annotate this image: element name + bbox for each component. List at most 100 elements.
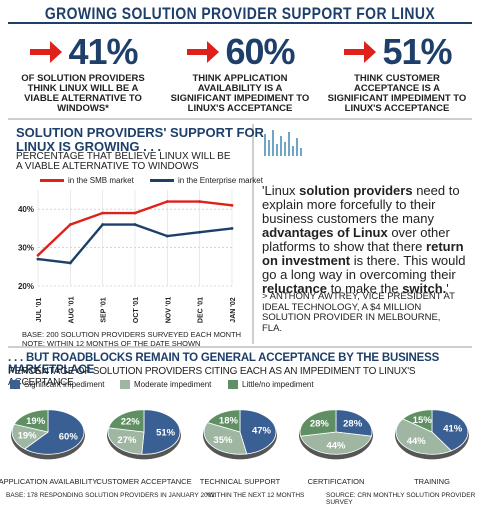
data-point: [198, 230, 202, 234]
pie-slice: [206, 409, 241, 433]
pie-charts: 60% 19% 19% APPLICATION AVAILABILITY 51% 27% 2…: [0, 409, 469, 486]
pie-slice: [11, 423, 49, 450]
arrow-right-icon: [30, 41, 63, 63]
y-tick-label: 40%: [18, 205, 34, 214]
x-tick-label: DEC '01: [198, 297, 205, 323]
pie-chart: 47% 35% 18% TECHNICAL SUPPORT: [200, 409, 281, 486]
column-divider: [252, 124, 254, 344]
pie-legend-significant: Significant impediment: [10, 380, 104, 389]
data-point: [68, 261, 72, 265]
data-point: [165, 200, 169, 203]
legend-label: Significant impediment: [24, 380, 105, 389]
header-rule: [8, 22, 472, 24]
pie-chart: 41% 44% 15% TRAINING: [395, 409, 469, 486]
line-chart-title: SOLUTION PROVIDERS' SUPPORT FOR LINUX IS…: [16, 125, 264, 154]
legend-smb: in the SMB market: [40, 176, 134, 185]
quote-attribution: > ANTHONY AWTREY, VICE PRESIDENT AT IDEA…: [262, 291, 455, 334]
pie-slice-label: 41%: [443, 423, 463, 434]
footer-source: SOURCE: CRN MONTHLY SOLUTION PROVIDER SU…: [326, 492, 476, 506]
pie-slice: [239, 409, 277, 455]
data-point: [230, 227, 234, 230]
roadblocks-subtitle: PERCENTAGE OF SOLUTION PROVIDERS CITING …: [8, 366, 416, 388]
pie-slice: [203, 422, 248, 455]
line-chart: 20% 30% 40% JUL '01 AUG '01 SEP '01 OCT '01 NOV…: [18, 190, 237, 324]
quote-text: 'Linux solution providers need to explai…: [262, 183, 466, 296]
pie-title: TECHNICAL SUPPORT: [200, 477, 281, 486]
stat-value: 60%: [225, 31, 295, 72]
pie-slice: [335, 409, 373, 437]
footer-footnote: *WITHIN THE NEXT 12 MONTHS: [206, 492, 305, 499]
pie-title: CERTIFICATION: [308, 477, 365, 486]
pie-slice-label: 51%: [156, 427, 176, 438]
data-point: [133, 223, 137, 226]
y-tick-label: 30%: [18, 244, 34, 253]
legend-enterprise: in the Enterprise market: [150, 176, 263, 185]
legend-label: in the SMB market: [68, 176, 134, 185]
page-title: GROWING SOLUTION PROVIDER SUPPORT FOR LI…: [44, 4, 436, 23]
pie-slice-label: 44%: [407, 436, 427, 447]
pie-chart: 51% 27% 22% CUSTOMER ACCEPTANCE: [96, 409, 192, 486]
pie-slice-label: 15%: [413, 415, 433, 426]
legend-swatch-smb: [40, 179, 64, 182]
pie-slice-label: 22%: [121, 417, 141, 428]
stat-caption: THINK APPLICATION AVAILABILITY IS A SIGN…: [170, 73, 310, 114]
data-point: [198, 200, 202, 203]
pie-slice: [300, 431, 372, 455]
pie-slice: [107, 427, 145, 455]
data-point: [36, 257, 40, 261]
x-tick-label: SEP '01: [101, 297, 108, 322]
x-tick-label: OCT '01: [133, 297, 140, 323]
pie-slice: [402, 409, 433, 433]
x-tick-label: AUG '01: [68, 296, 75, 323]
pie-slice-label: 28%: [343, 418, 363, 429]
legend-swatch-moderate: [120, 380, 130, 389]
arrow-right-icon: [344, 41, 377, 63]
pie-slice-label: 35%: [213, 435, 233, 446]
data-point: [133, 211, 137, 215]
pie-title: CUSTOMER ACCEPTANCE: [96, 477, 191, 486]
pie-slice: [395, 418, 453, 455]
y-tick-label: 20%: [18, 282, 34, 291]
footer-base: BASE: 178 RESPONDING SOLUTION PROVIDERS …: [6, 492, 215, 499]
section-divider: [8, 118, 472, 120]
data-point: [101, 211, 105, 215]
stat-value: 41%: [68, 31, 138, 72]
legend-label: in the Enterprise market: [178, 176, 263, 185]
pie-slice-label: 44%: [326, 440, 346, 451]
pie-slice-label: 47%: [252, 426, 272, 437]
data-point: [68, 223, 72, 226]
legend-label: Little/no impediment: [242, 380, 314, 389]
pie-slice: [13, 409, 49, 433]
pie-slice: [141, 409, 181, 455]
pie-legend-moderate: Moderate impediment: [120, 380, 211, 389]
data-point: [101, 223, 105, 226]
pie-title: APPLICATION AVAILABILITY: [0, 477, 97, 486]
pie-slice-label: 60%: [59, 432, 79, 443]
x-tick-label: JUL '01: [36, 298, 43, 323]
pie-slice-label: 19%: [26, 416, 46, 427]
stat-caption: OF SOLUTION PROVIDERS THINK LINUX WILL B…: [21, 73, 145, 114]
data-point: [165, 234, 169, 238]
pie-slice-label: 27%: [117, 435, 137, 446]
pie-slice-label: 19%: [18, 430, 38, 441]
line-chart-subtitle: PERCENTAGE THAT BELIEVE LINUX WILL BE A …: [16, 151, 231, 172]
pie-legend-little: Little/no impediment: [228, 380, 314, 389]
pie-chart: 60% 19% 19% APPLICATION AVAILABILITY: [0, 409, 97, 486]
roadblocks-title: . . . BUT ROADBLOCKS REMAIN TO GENERAL A…: [8, 352, 440, 376]
x-tick-label: NOV '01: [165, 297, 172, 324]
stat-value: 51%: [382, 31, 452, 72]
stat-card-1: 41% OF SOLUTION PROVIDERS THINK LINUX WI…: [8, 30, 158, 114]
pie-slice-label: 28%: [310, 418, 330, 429]
stat-caption: THINK CUSTOMER ACCEPTANCE IS A SIGNIFICA…: [327, 73, 467, 114]
legend-label: Moderate impediment: [134, 380, 212, 389]
legend-swatch-little: [228, 380, 238, 389]
header-band: [0, 0, 480, 24]
bar-code-logo-icon: [264, 130, 302, 156]
section-divider: [8, 346, 472, 348]
legend-swatch-significant: [10, 380, 20, 389]
x-tick-label: JAN '02: [230, 297, 237, 323]
arrow-right-icon: [187, 41, 220, 63]
line-chart-note: BASE: 200 SOLUTION PROVIDERS SURVEYED EA…: [22, 330, 242, 348]
stat-card-3: 51% THINK CUSTOMER ACCEPTANCE IS A SIGNI…: [322, 30, 472, 114]
pie-chart: 28% 44% 28% CERTIFICATION: [299, 409, 373, 486]
